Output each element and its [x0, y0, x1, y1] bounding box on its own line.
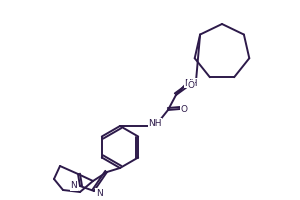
Text: N: N: [70, 182, 77, 190]
Text: NH: NH: [184, 78, 198, 88]
Text: O: O: [181, 104, 188, 114]
Text: NH: NH: [148, 118, 162, 128]
Text: N: N: [96, 188, 103, 198]
Text: O: O: [188, 80, 194, 90]
